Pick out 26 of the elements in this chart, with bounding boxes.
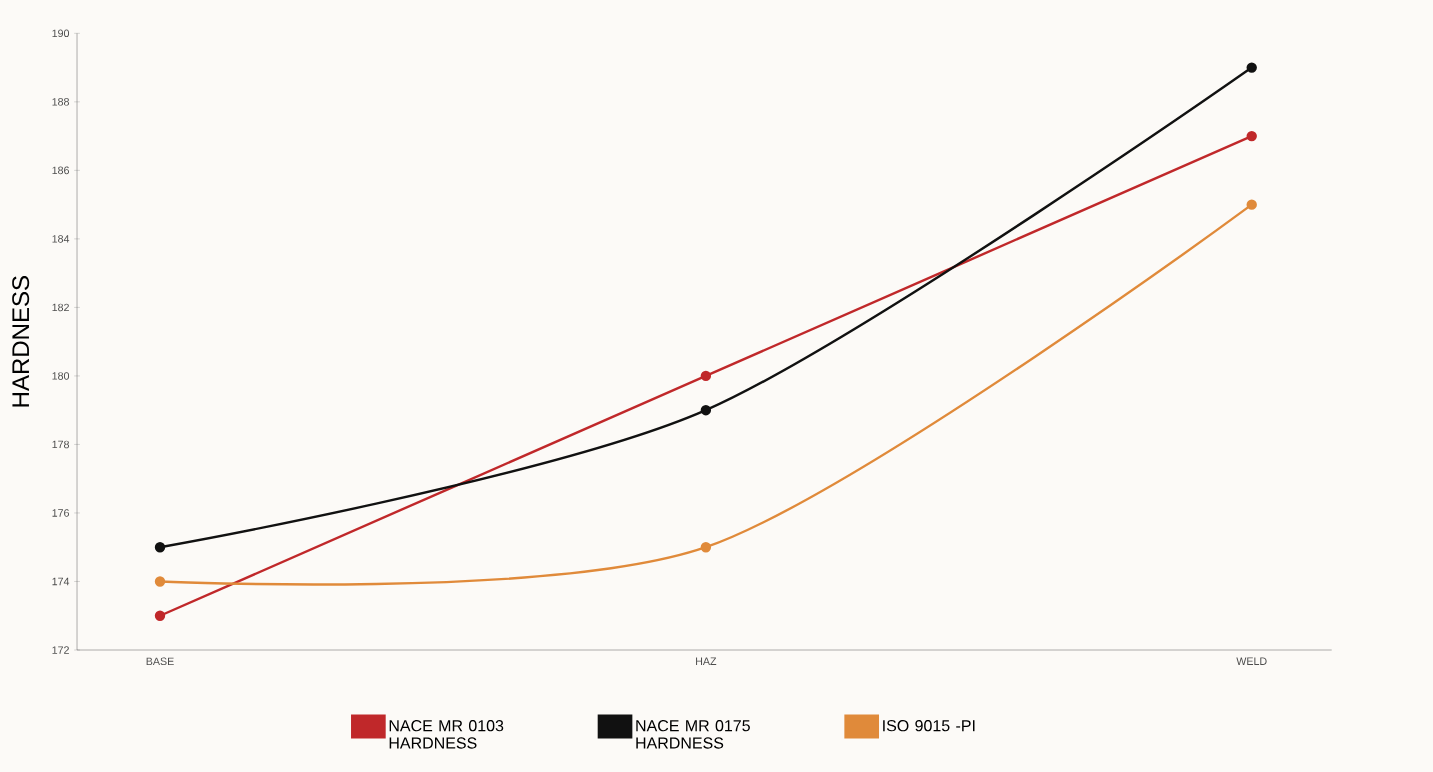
y-tick-label: 190 xyxy=(52,29,70,38)
point xyxy=(154,542,166,553)
legend-label: NACE MR 0103 HARDNESS xyxy=(389,720,504,749)
y-tick-label: 182 xyxy=(52,303,69,312)
point xyxy=(1246,130,1257,142)
point xyxy=(1246,62,1257,73)
point xyxy=(700,370,712,382)
legend-label: ISO 9015 -PI xyxy=(883,720,975,732)
point xyxy=(154,576,166,587)
y-tick-label: 186 xyxy=(52,166,69,175)
y-tick-label: 184 xyxy=(52,235,70,243)
y-tick-label: 172 xyxy=(52,646,69,654)
point xyxy=(1246,199,1257,210)
x-tick-label: WELD xyxy=(1236,657,1267,665)
point xyxy=(700,542,712,553)
point xyxy=(154,610,166,621)
legend-label: NACE MR 0175 HARDNESS xyxy=(636,720,750,749)
point xyxy=(700,404,712,416)
x-tick-label: BASE xyxy=(146,657,174,666)
y-tick-label: 178 xyxy=(52,440,69,449)
y-tick-label: 180 xyxy=(52,372,70,380)
y-axis-title: HARDNESS xyxy=(12,276,30,407)
x-tick-label: HAZ xyxy=(696,657,717,665)
y-tick-label: 188 xyxy=(52,98,69,106)
y-tick-label: 176 xyxy=(52,509,69,517)
y-tick-label: 174 xyxy=(52,577,70,586)
